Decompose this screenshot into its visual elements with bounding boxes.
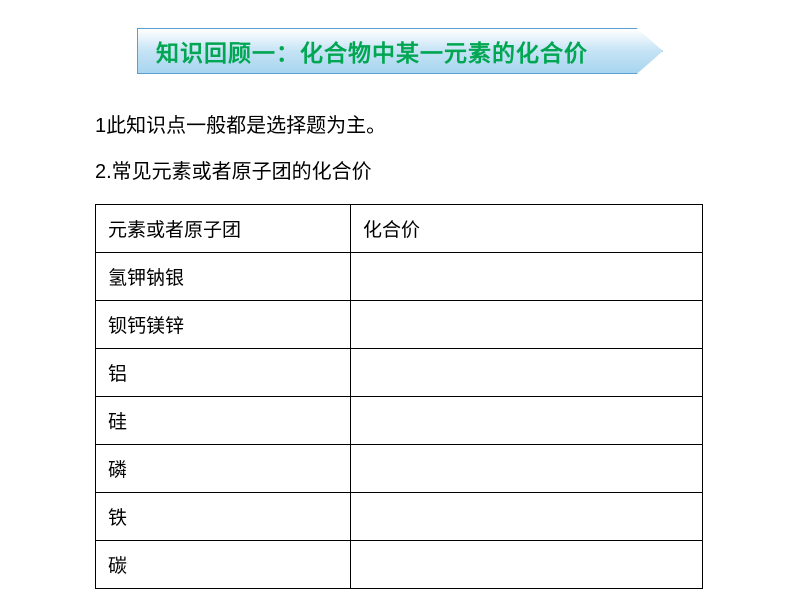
table-header-row: 元素或者原子团 化合价 (96, 205, 703, 253)
content-area: 1此知识点一般都是选择题为主。 2.常见元素或者原子团的化合价 元素或者原子团 … (95, 112, 703, 589)
cell-element: 铝 (96, 349, 351, 397)
cell-element: 硅 (96, 397, 351, 445)
cell-element: 氢钾钠银 (96, 253, 351, 301)
point-1: 1此知识点一般都是选择题为主。 (95, 112, 703, 140)
table-row: 铝 (96, 349, 703, 397)
cell-element: 铁 (96, 493, 351, 541)
header-col-1: 元素或者原子团 (96, 205, 351, 253)
cell-valence (350, 541, 702, 589)
title-banner: 知识回顾一：化合物中某一元素的化合价 (137, 28, 663, 74)
point-2: 2.常见元素或者原子团的化合价 (95, 158, 703, 186)
banner-shape: 知识回顾一：化合物中某一元素的化合价 (137, 28, 663, 74)
table-row: 磷 (96, 445, 703, 493)
cell-element: 碳 (96, 541, 351, 589)
table-row: 铁 (96, 493, 703, 541)
table-row: 钡钙镁锌 (96, 301, 703, 349)
cell-valence (350, 349, 702, 397)
cell-valence (350, 253, 702, 301)
cell-element: 磷 (96, 445, 351, 493)
cell-valence (350, 493, 702, 541)
valence-table: 元素或者原子团 化合价 氢钾钠银 钡钙镁锌 铝 硅 磷 铁 碳 (95, 204, 703, 589)
cell-valence (350, 301, 702, 349)
table-row: 硅 (96, 397, 703, 445)
banner-title: 知识回顾一：化合物中某一元素的化合价 (156, 34, 588, 68)
cell-element: 钡钙镁锌 (96, 301, 351, 349)
cell-valence (350, 445, 702, 493)
table-row: 氢钾钠银 (96, 253, 703, 301)
table-row: 碳 (96, 541, 703, 589)
cell-valence (350, 397, 702, 445)
header-col-2: 化合价 (350, 205, 702, 253)
